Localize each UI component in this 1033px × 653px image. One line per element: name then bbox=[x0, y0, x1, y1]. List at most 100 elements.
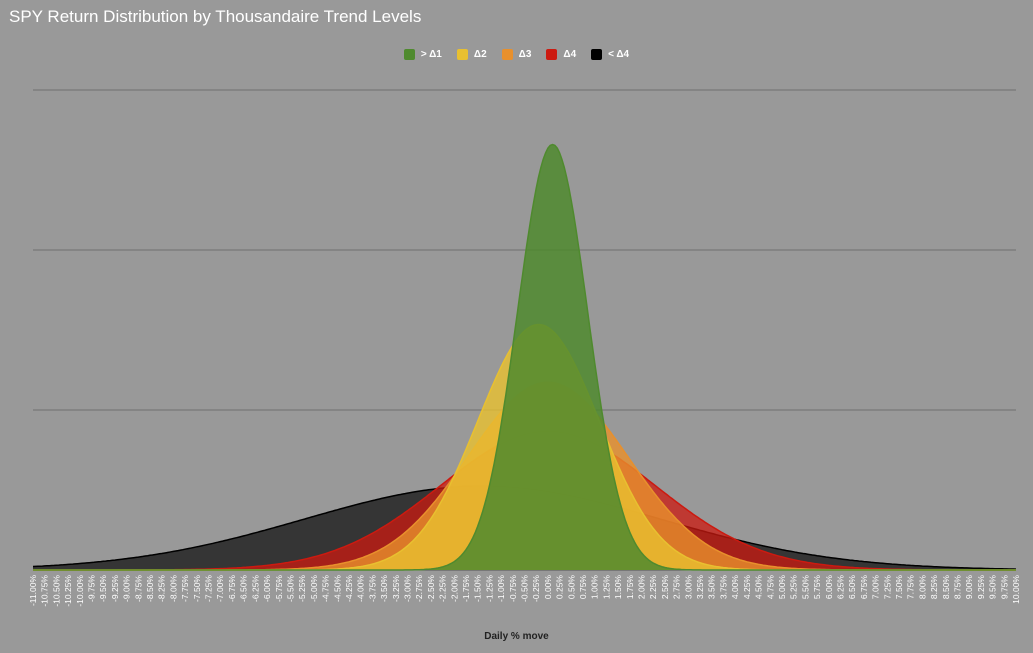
x-tick-label: 5.75% bbox=[812, 575, 822, 600]
x-tick-label: 0.75% bbox=[578, 575, 588, 600]
x-tick-label: -4.00% bbox=[356, 575, 366, 602]
x-tick-label: -9.75% bbox=[87, 575, 97, 602]
x-tick-label: 1.75% bbox=[625, 575, 635, 600]
legend-item[interactable]: > Δ1 bbox=[403, 49, 442, 60]
x-tick-label: -3.25% bbox=[391, 575, 401, 602]
x-tick-label: 4.00% bbox=[730, 575, 740, 600]
x-tick-label: -0.25% bbox=[531, 575, 541, 602]
x-tick-label: 8.25% bbox=[929, 575, 939, 600]
x-tick-label: -8.50% bbox=[145, 575, 155, 602]
x-tick-label: -10.50% bbox=[51, 575, 61, 607]
legend-swatch bbox=[403, 49, 415, 60]
x-tick-label: -1.75% bbox=[461, 575, 471, 602]
x-tick-label: -0.50% bbox=[520, 575, 530, 602]
x-tick-label: -2.50% bbox=[426, 575, 436, 602]
x-tick-label: -3.50% bbox=[379, 575, 389, 602]
x-tick-label: 4.50% bbox=[754, 575, 764, 600]
x-tick-label: 7.00% bbox=[871, 575, 881, 600]
legend-label: Δ3 bbox=[518, 49, 532, 60]
legend-label: Δ4 bbox=[563, 49, 577, 60]
x-tick-label: 1.25% bbox=[601, 575, 611, 600]
x-tick-label: -9.25% bbox=[110, 575, 120, 602]
x-tick-label: 8.00% bbox=[917, 575, 927, 600]
x-tick-label: -6.00% bbox=[262, 575, 272, 602]
x-tick-label: -7.75% bbox=[180, 575, 190, 602]
x-axis-label: Daily % move bbox=[484, 631, 549, 642]
x-tick-label: 9.00% bbox=[964, 575, 974, 600]
x-tick-label: 9.75% bbox=[999, 575, 1009, 600]
x-tick-label: 2.00% bbox=[637, 575, 647, 600]
x-tick-label: -2.00% bbox=[449, 575, 459, 602]
x-tick-label: 3.75% bbox=[718, 575, 728, 600]
x-tick-label: 3.25% bbox=[695, 575, 705, 600]
x-tick-label: -9.00% bbox=[122, 575, 132, 602]
x-tick-label: -5.00% bbox=[309, 575, 319, 602]
legend-item[interactable]: < Δ4 bbox=[591, 49, 629, 60]
x-tick-label: -1.25% bbox=[484, 575, 494, 602]
x-tick-label: 6.75% bbox=[859, 575, 869, 600]
x-tick-label: -7.25% bbox=[204, 575, 214, 602]
x-tick-label: 0.00% bbox=[543, 575, 553, 600]
x-tick-label: -0.75% bbox=[508, 575, 518, 602]
x-tick-label: 7.50% bbox=[894, 575, 904, 600]
legend-item[interactable]: Δ2 bbox=[456, 49, 487, 60]
x-tick-label: -5.50% bbox=[286, 575, 296, 602]
x-tick-label: 4.75% bbox=[765, 575, 775, 600]
x-tick-label: -7.50% bbox=[192, 575, 202, 602]
x-tick-label: 0.25% bbox=[555, 575, 565, 600]
x-tick-label: 1.00% bbox=[590, 575, 600, 600]
legend: > Δ1 Δ2 Δ3 Δ4 < Δ4 bbox=[0, 49, 1033, 60]
legend-swatch bbox=[546, 49, 558, 60]
series-layer bbox=[32, 143, 1017, 571]
legend-item[interactable]: Δ3 bbox=[501, 49, 532, 60]
x-tick-label: 3.50% bbox=[707, 575, 717, 600]
x-tick-label: -6.25% bbox=[250, 575, 260, 602]
legend-label: > Δ1 bbox=[420, 49, 442, 60]
legend-swatch bbox=[591, 49, 603, 60]
legend-swatch bbox=[456, 49, 468, 60]
x-tick-label: 8.50% bbox=[941, 575, 951, 600]
legend-item[interactable]: Δ4 bbox=[546, 49, 576, 60]
x-tick-label: 5.50% bbox=[800, 575, 810, 600]
x-tick-label: -8.25% bbox=[157, 575, 167, 602]
x-tick-label: -6.75% bbox=[227, 575, 237, 602]
x-tick-label: -11.00% bbox=[28, 575, 38, 606]
x-tick-label: -9.50% bbox=[98, 575, 108, 602]
x-tick-label: -10.00% bbox=[75, 575, 85, 607]
legend-label: < Δ4 bbox=[608, 49, 630, 60]
x-tick-label: 9.25% bbox=[976, 575, 986, 600]
x-tick-label: -2.75% bbox=[414, 575, 424, 602]
x-tick-label: 5.00% bbox=[777, 575, 787, 600]
x-tick-label: 7.75% bbox=[906, 575, 916, 600]
x-tick-label: 9.50% bbox=[988, 575, 998, 600]
series-line bbox=[33, 143, 1016, 571]
x-tick-label: 6.00% bbox=[824, 575, 834, 600]
x-tick-label: -7.00% bbox=[215, 575, 225, 602]
x-tick-label: 1.50% bbox=[613, 575, 623, 600]
x-tick-label: 5.25% bbox=[789, 575, 799, 600]
x-tick-label: -8.75% bbox=[133, 575, 143, 602]
x-tick-label: 6.50% bbox=[847, 575, 857, 600]
x-tick-label: 2.75% bbox=[672, 575, 682, 600]
x-tick-label: 2.25% bbox=[648, 575, 658, 600]
x-tick-label: -5.25% bbox=[297, 575, 307, 602]
x-tick-label: 2.50% bbox=[660, 575, 670, 600]
chart-title: SPY Return Distribution by Thousandaire … bbox=[9, 7, 422, 26]
x-tick-layer: -11.00% -10.75% -10.50% -10.25% -10.00% -9.75… bbox=[28, 575, 1021, 607]
x-tick-label: 10.00% bbox=[1011, 575, 1021, 604]
x-tick-label: -10.75% bbox=[40, 575, 50, 607]
legend-label: Δ2 bbox=[473, 49, 487, 60]
x-tick-label: -4.25% bbox=[344, 575, 354, 602]
legend-swatch bbox=[501, 49, 513, 60]
x-tick-label: -1.50% bbox=[473, 575, 483, 602]
x-tick-label: -10.25% bbox=[63, 575, 73, 607]
x-tick-label: -8.00% bbox=[168, 575, 178, 602]
x-tick-label: 6.25% bbox=[836, 575, 846, 600]
x-tick-label: 7.25% bbox=[882, 575, 892, 600]
x-tick-label: -4.50% bbox=[332, 575, 342, 602]
x-tick-label: 4.25% bbox=[742, 575, 752, 600]
x-tick-label: -5.75% bbox=[274, 575, 284, 602]
series-area bbox=[33, 144, 1016, 570]
x-tick-label: -3.75% bbox=[367, 575, 377, 602]
